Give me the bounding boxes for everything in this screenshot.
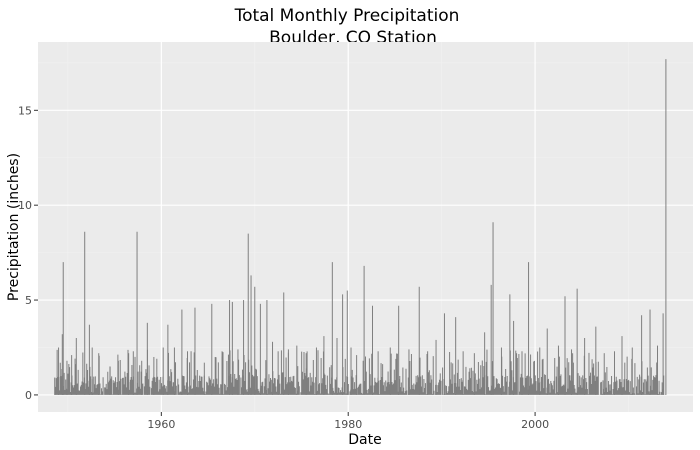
y-tick-label: 5 <box>25 294 32 307</box>
y-tick-label: 15 <box>18 104 32 117</box>
y-axis-title: Precipitation (inches) <box>6 153 22 301</box>
x-tick-label: 2000 <box>521 418 549 431</box>
x-tick-label: 1960 <box>147 418 175 431</box>
y-tick-label: 10 <box>18 199 32 212</box>
x-axis-title: Date <box>348 432 381 448</box>
spikes-group <box>54 59 667 395</box>
minor-gridlines <box>38 42 693 412</box>
tick-labels: 0 5 10 15 1960 1980 2000 <box>18 104 549 431</box>
axis-ticks <box>34 109 536 416</box>
chart-title: Total Monthly Precipitation <box>234 6 460 26</box>
y-tick-label: 0 <box>25 389 32 402</box>
x-tick-label: 1980 <box>334 418 362 431</box>
plot-panel <box>38 42 693 412</box>
